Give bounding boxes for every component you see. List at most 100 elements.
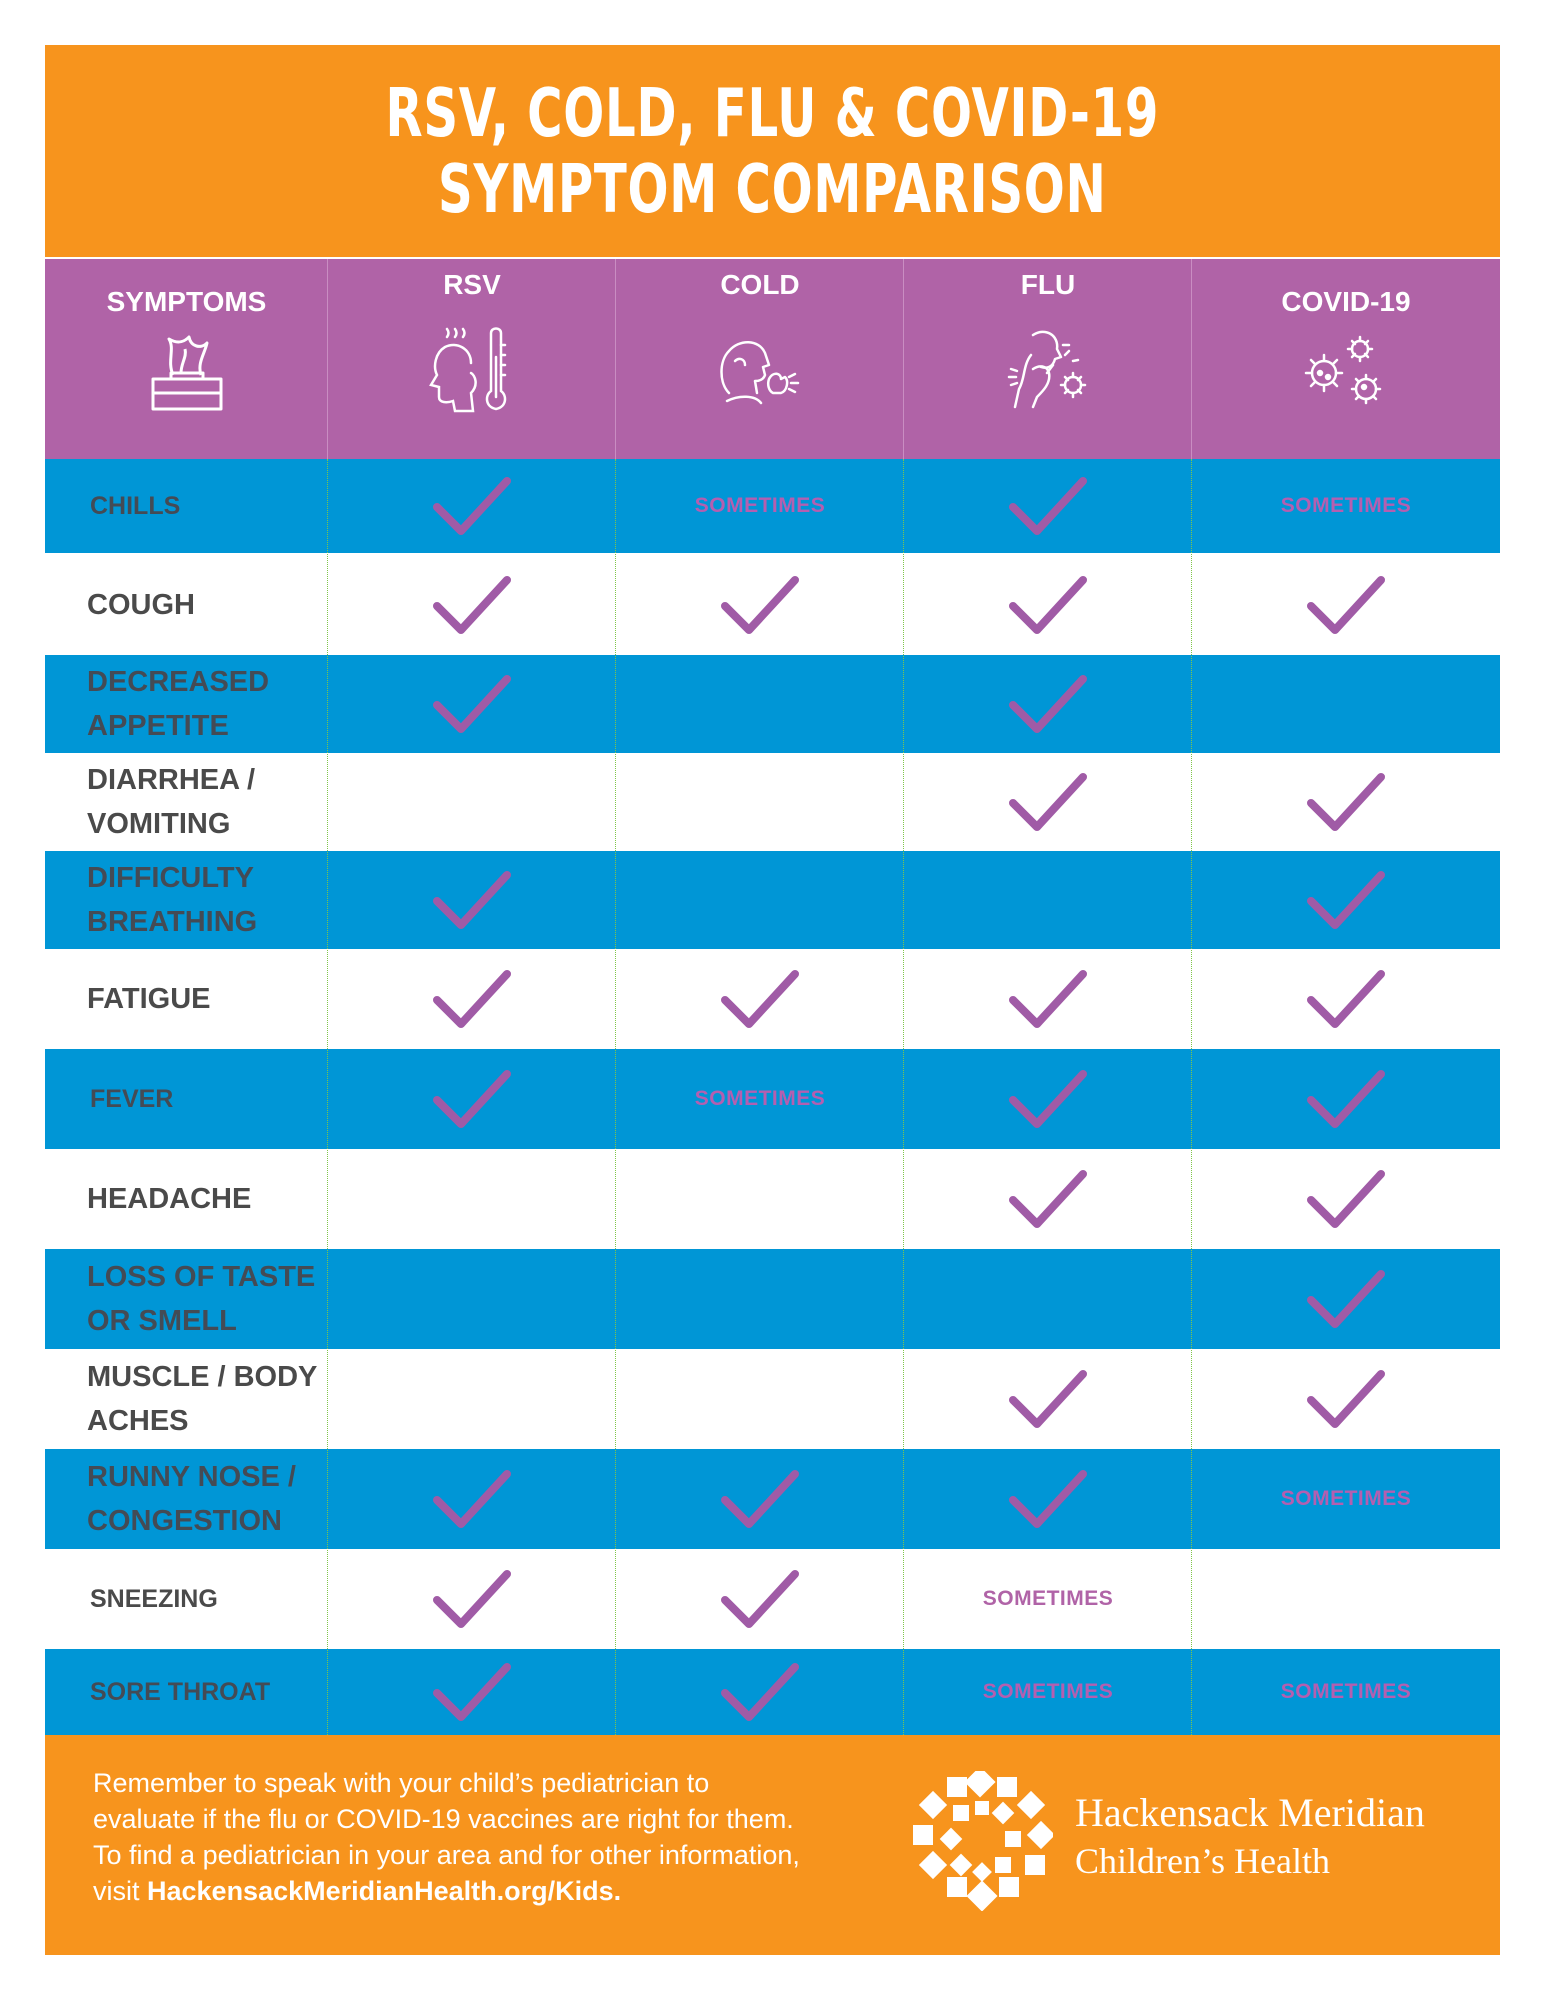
header-divider <box>615 259 616 459</box>
column-divider <box>327 459 328 1735</box>
table-row: SORE THROAT SOMETIMES SOMETIMES <box>45 1649 1500 1735</box>
checkmark-icon <box>1307 1370 1385 1428</box>
header-symptoms: SYMPTOMS <box>45 259 328 459</box>
footer-line-2: evaluate if the flu or COVID-19 vaccines… <box>93 1804 794 1834</box>
cell-covid <box>1192 1249 1500 1349</box>
table-row: DECREASED APPETITE <box>45 655 1500 753</box>
cell-flu <box>904 1049 1192 1149</box>
cell-cold <box>616 1149 904 1249</box>
cell-rsv <box>328 1649 616 1735</box>
footer-line-3: To find a pediatrician in your area and … <box>93 1840 800 1870</box>
checkmark-icon <box>721 970 799 1028</box>
fever-thermometer-icon <box>429 327 507 413</box>
sometimes-label: SOMETIMES <box>694 494 826 517</box>
sometimes-label: SOMETIMES <box>1280 494 1412 517</box>
symptom-label: LOSS OF TASTE OR SMELL <box>87 1261 316 1337</box>
cell-rsv <box>328 1149 616 1249</box>
cell-cold <box>616 1349 904 1449</box>
cell-rsv <box>328 1049 616 1149</box>
hackensack-meridian-logo <box>913 1771 1053 1911</box>
coughing-person-icon <box>1007 330 1087 409</box>
cell-rsv <box>328 753 616 851</box>
cell-flu: SOMETIMES <box>904 1549 1192 1649</box>
cell-cold <box>616 1649 904 1735</box>
symptom-label: RUNNY NOSE / CONGESTION <box>87 1461 296 1537</box>
checkmark-icon <box>1009 1170 1087 1228</box>
cell-covid <box>1192 555 1500 655</box>
table-row: DIARRHEA / VOMITING <box>45 753 1500 851</box>
cell-flu <box>904 1349 1192 1449</box>
page-title-line-2: SYMPTOM COMPARISON <box>438 150 1107 228</box>
checkmark-icon <box>433 1663 511 1721</box>
sneezing-person-icon <box>720 341 800 405</box>
bottom-strip <box>45 1935 1500 1955</box>
brand-name: Hackensack Meridian Children’s Health <box>1075 1789 1425 1885</box>
checkmark-icon <box>1009 576 1087 634</box>
symptom-label: HEADACHE <box>87 1183 252 1215</box>
virus-icon <box>1304 335 1382 405</box>
symptom-label: DIFFICULTY BREATHING <box>87 862 258 938</box>
column-divider <box>1191 459 1192 1735</box>
footer-website-link[interactable]: HackensackMeridianHealth.org/Kids. <box>147 1876 622 1906</box>
cell-rsv <box>328 555 616 655</box>
cell-covid <box>1192 851 1500 949</box>
checkmark-icon <box>433 970 511 1028</box>
table-row: FATIGUE <box>45 949 1500 1049</box>
cell-cold <box>616 753 904 851</box>
table-row: MUSCLE / BODY ACHES <box>45 1349 1500 1449</box>
header-symptoms-label: SYMPTOMS <box>106 286 267 317</box>
checkmark-icon <box>1009 477 1087 535</box>
table-row: CHILLS SOMETIMES SOMETIMES <box>45 459 1500 553</box>
sometimes-label: SOMETIMES <box>1280 1680 1412 1703</box>
cell-covid <box>1192 753 1500 851</box>
title-banner: RSV, COLD, FLU & COVID-19 SYMPTOM COMPAR… <box>45 45 1500 257</box>
checkmark-icon <box>1009 1470 1087 1528</box>
symptom-comparison-poster: RSV, COLD, FLU & COVID-19 SYMPTOM COMPAR… <box>45 45 1500 1955</box>
cell-covid <box>1192 1049 1500 1149</box>
symptom-label: CHILLS <box>90 492 181 520</box>
table-row: COUGH <box>45 555 1500 655</box>
cell-rsv <box>328 459 616 553</box>
footer-message: Remember to speak with your child’s pedi… <box>93 1765 833 1909</box>
symptom-label: SORE THROAT <box>90 1678 271 1706</box>
cell-flu: SOMETIMES <box>904 1649 1192 1735</box>
footer-visit-text: visit <box>93 1876 147 1906</box>
checkmark-icon <box>433 1470 511 1528</box>
cell-covid <box>1192 1149 1500 1249</box>
checkmark-icon <box>721 1663 799 1721</box>
tissue-box-icon <box>151 335 222 411</box>
cell-flu <box>904 949 1192 1049</box>
header-flu: FLU <box>904 259 1192 459</box>
cell-cold: SOMETIMES <box>616 459 904 553</box>
checkmark-icon <box>1307 1270 1385 1328</box>
cell-covid: SOMETIMES <box>1192 1449 1500 1549</box>
checkmark-icon <box>1307 1170 1385 1228</box>
header-divider <box>327 259 328 459</box>
sometimes-label: SOMETIMES <box>694 1087 826 1110</box>
footer-line-4: visit HackensackMeridianHealth.org/Kids. <box>93 1873 833 1909</box>
checkmark-icon <box>1307 773 1385 831</box>
table-row: SNEEZING SOMETIMES <box>45 1549 1500 1649</box>
column-divider <box>903 459 904 1735</box>
cell-cold <box>616 1249 904 1349</box>
table-row: RUNNY NOSE / CONGESTION SOMETIMES <box>45 1449 1500 1549</box>
checkmark-icon <box>433 871 511 929</box>
cell-covid: SOMETIMES <box>1192 459 1500 553</box>
cell-cold: SOMETIMES <box>616 1049 904 1149</box>
table-row: LOSS OF TASTE OR SMELL <box>45 1249 1500 1349</box>
checkmark-icon <box>1009 773 1087 831</box>
brand-name-line-1: Hackensack Meridian <box>1075 1790 1425 1835</box>
header-covid-label: COVID-19 <box>1281 286 1411 317</box>
table-header-row: SYMPTOMS RSV COLD <box>45 259 1500 459</box>
checkmark-icon <box>1009 970 1087 1028</box>
cell-cold <box>616 851 904 949</box>
symptom-label: FATIGUE <box>87 983 211 1015</box>
cell-flu <box>904 1249 1192 1349</box>
table-row: HEADACHE <box>45 1149 1500 1249</box>
checkmark-icon <box>1307 871 1385 929</box>
symptom-label: FEVER <box>90 1085 174 1113</box>
cell-rsv <box>328 1449 616 1549</box>
cell-rsv <box>328 1249 616 1349</box>
header-cold: COLD <box>616 259 904 459</box>
header-divider <box>1191 259 1192 459</box>
